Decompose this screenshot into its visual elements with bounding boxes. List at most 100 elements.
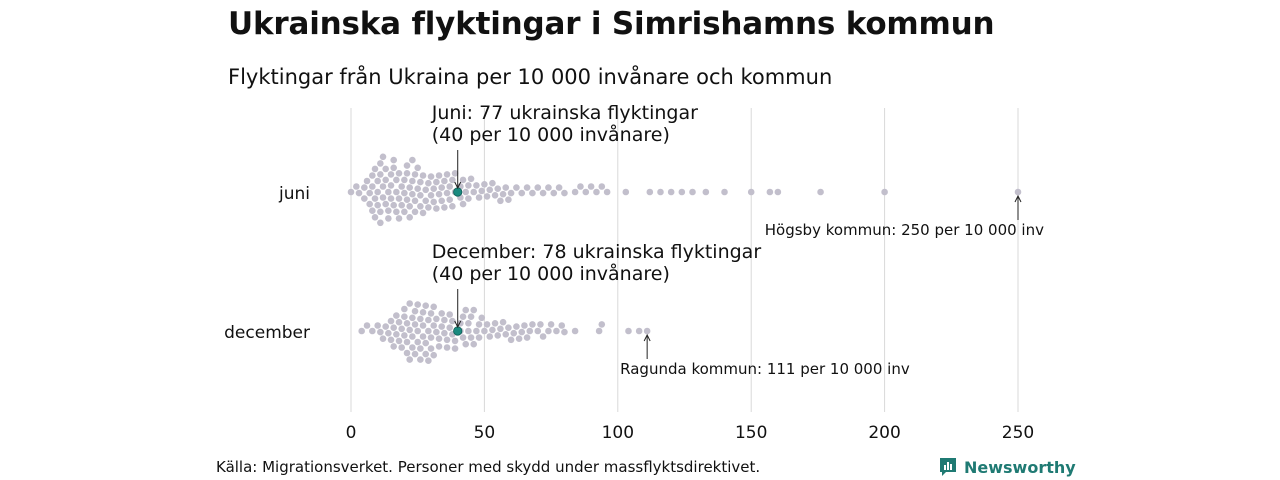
dot-december <box>534 327 542 335</box>
dot-december <box>419 309 427 316</box>
dot-december <box>491 320 499 327</box>
dot-juni <box>433 205 440 212</box>
dot-december <box>441 316 448 324</box>
dot-december <box>435 343 443 350</box>
dot-juni <box>545 184 552 191</box>
dot-december <box>521 322 528 329</box>
dot-juni <box>379 194 387 201</box>
dot-juni <box>603 188 611 196</box>
dot-juni <box>422 186 430 194</box>
x-tick-label: 150 <box>735 423 767 443</box>
dot-december <box>510 329 518 337</box>
dot-december <box>425 316 432 324</box>
dot-december <box>489 326 496 334</box>
dot-december <box>465 320 472 327</box>
dot-december <box>425 357 432 365</box>
dot-december <box>401 313 408 321</box>
dot-juni <box>678 188 686 196</box>
dot-december <box>558 322 566 329</box>
max-arrowhead <box>643 333 651 342</box>
dot-juni <box>497 197 504 205</box>
dot-juni <box>478 187 486 195</box>
dot-december <box>505 324 512 332</box>
dot-juni <box>411 171 419 178</box>
dot-december <box>446 324 454 332</box>
dot-december <box>387 317 395 325</box>
dot-december <box>475 321 483 328</box>
max-annotation: Ragunda kommun: 111 per 10 000 inv <box>620 360 910 378</box>
dot-juni <box>398 201 405 209</box>
dot-december <box>379 335 387 343</box>
dot-juni <box>425 179 432 187</box>
dot-december <box>387 336 395 344</box>
dot-juni <box>529 189 536 197</box>
dot-juni <box>374 188 381 196</box>
dot-december <box>369 327 376 335</box>
dot-juni <box>774 188 782 196</box>
dot-juni <box>582 188 590 196</box>
dot-december <box>561 328 568 336</box>
dot-juni <box>430 198 438 206</box>
dot-juni <box>747 188 755 196</box>
dot-december <box>502 331 510 338</box>
dot-juni <box>507 189 515 197</box>
dot-juni <box>622 188 630 196</box>
dot-juni <box>377 171 384 178</box>
dot-juni <box>467 175 475 183</box>
dot-december <box>595 327 603 335</box>
dot-december <box>417 356 424 363</box>
dot-december <box>393 312 400 319</box>
dot-december <box>475 334 483 341</box>
dot-juni <box>395 170 403 177</box>
dot-december <box>513 323 520 330</box>
dot-juni <box>371 165 379 173</box>
max-annotation: Högsby kommun: 250 per 10 000 inv <box>765 221 1044 239</box>
dot-juni <box>377 219 384 227</box>
dot-juni <box>465 195 472 202</box>
dot-juni <box>393 208 400 216</box>
dot-december <box>430 322 438 329</box>
dot-juni <box>443 189 451 197</box>
dot-juni <box>374 177 381 185</box>
dot-december <box>385 329 392 337</box>
dot-juni <box>385 215 392 222</box>
dot-juni <box>390 164 397 172</box>
dot-juni <box>433 178 440 186</box>
dot-juni <box>483 193 491 200</box>
dot-december <box>398 344 405 351</box>
newsworthy-logo[interactable]: Newsworthy <box>938 456 1076 478</box>
dot-december <box>430 303 438 311</box>
dot-december <box>395 318 403 326</box>
dot-december <box>433 315 440 323</box>
dot-juni <box>598 183 606 190</box>
dot-december <box>518 328 526 336</box>
dot-juni <box>379 153 387 161</box>
dot-december <box>499 318 507 326</box>
dot-december <box>427 310 435 317</box>
dot-december <box>414 327 422 335</box>
dot-december <box>403 320 411 327</box>
dot-juni <box>561 189 568 197</box>
dot-juni <box>534 184 542 191</box>
dot-juni <box>435 190 443 198</box>
dot-december <box>377 328 384 336</box>
dot-december <box>625 327 632 335</box>
dot-juni <box>657 188 664 196</box>
dot-juni <box>646 188 654 196</box>
labels-layer: 0 50 100 150 200 250 juni december <box>224 184 1034 443</box>
x-tick-label: 0 <box>346 423 357 443</box>
newsworthy-logo-icon <box>940 458 956 476</box>
dot-juni <box>571 188 579 196</box>
dot-juni <box>369 172 376 179</box>
dot-december <box>430 351 438 359</box>
dot-december <box>478 314 486 322</box>
dot-juni <box>523 184 531 191</box>
source-note: Källa: Migrationsverket. Personer med sk… <box>216 458 761 476</box>
x-tick-label: 50 <box>474 423 496 443</box>
dot-juni <box>401 189 408 197</box>
dot-december <box>465 327 472 335</box>
dot-december <box>422 339 430 347</box>
dot-juni <box>393 176 400 184</box>
dot-juni <box>382 165 389 173</box>
dot-december <box>441 329 448 337</box>
